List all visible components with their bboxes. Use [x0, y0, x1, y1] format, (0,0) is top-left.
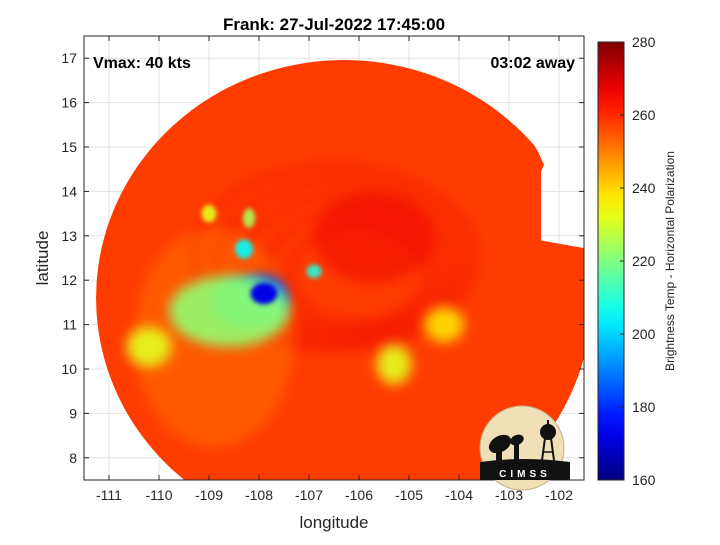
convection-feature — [376, 344, 412, 385]
colorbar-ticks: 160 180 200 220 240 260 280 — [620, 34, 656, 488]
colorbar-tick-label: 240 — [632, 180, 656, 196]
colorbar-tick-label: 280 — [632, 34, 656, 50]
colorbar-tick-label: 160 — [632, 472, 656, 488]
colorbar-tick-label: 180 — [632, 399, 656, 415]
colorbar-label: Brightness Temp - Horizontal Polarizatio… — [663, 151, 677, 371]
y-tick-label: 10 — [61, 361, 77, 377]
convection-feature — [201, 204, 217, 223]
convection-feature — [126, 326, 172, 367]
x-tick-label: -106 — [345, 487, 373, 503]
y-tick-label: 9 — [69, 405, 77, 421]
x-tick-label: -111 — [96, 487, 122, 503]
y-tick-labels: 8 9 10 11 12 13 14 15 16 17 — [61, 50, 77, 466]
colorbar-tick-label: 200 — [632, 326, 656, 342]
x-tick-label: -107 — [295, 487, 323, 503]
x-tick-label: -110 — [146, 487, 173, 503]
y-tick-label: 12 — [61, 272, 77, 288]
convection-feature — [306, 264, 322, 278]
convection-feature — [235, 239, 253, 259]
swath-layer — [96, 60, 584, 480]
y-tick-label: 15 — [61, 139, 77, 155]
convection-feature — [243, 208, 255, 228]
colorbar-tick-label: 260 — [632, 107, 656, 123]
x-tick-label: -109 — [195, 487, 223, 503]
y-tick-label: 14 — [61, 183, 77, 199]
cimss-logo: CIMSS — [479, 405, 570, 491]
convection-features — [126, 93, 519, 385]
chart-title: Frank: 27-Jul-2022 17:45:00 — [223, 15, 445, 34]
vmax-annotation: Vmax: 40 kts — [93, 55, 191, 72]
x-tick-label: -105 — [395, 487, 423, 503]
x-tick-label: -102 — [545, 487, 573, 503]
x-tick-labels: -111 -110 -109 -108 -107 -106 -105 -104 -103 -102 — [96, 487, 573, 503]
convection-feature — [424, 306, 464, 343]
y-tick-label: 17 — [61, 50, 77, 66]
y-tick-label: 16 — [61, 95, 77, 111]
x-axis-label: longitude — [299, 513, 368, 532]
colorbar-tick-label: 220 — [632, 253, 656, 269]
colorbar — [597, 41, 625, 481]
y-tick-label: 8 — [69, 450, 77, 466]
x-tick-label: -103 — [495, 487, 523, 503]
time-away-annotation: 03:02 away — [490, 55, 575, 72]
x-tick-label: -108 — [245, 487, 273, 503]
convection-core — [250, 282, 278, 305]
x-tick-label: -104 — [445, 487, 473, 503]
y-axis-label: latitude — [33, 231, 52, 286]
y-tick-label: 13 — [61, 228, 77, 244]
axes-frame — [83, 35, 585, 481]
cimss-logo-text: CIMSS — [499, 469, 551, 480]
y-tick-label: 11 — [62, 317, 77, 333]
